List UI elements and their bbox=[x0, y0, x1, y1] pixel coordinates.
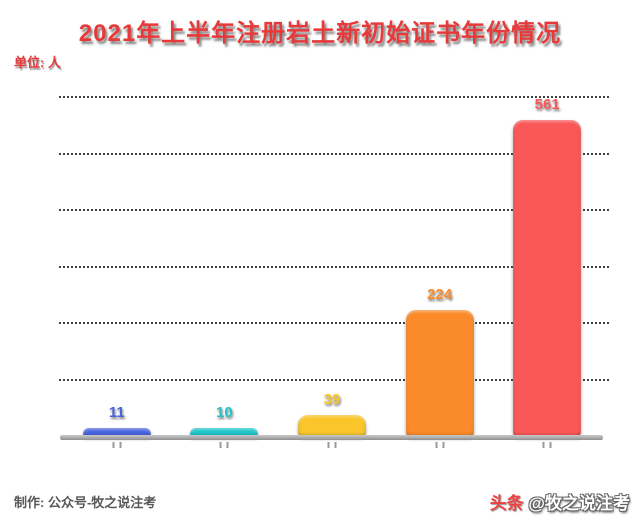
bar-chart: 11 10 39 224 561 bbox=[59, 96, 609, 437]
bar-value-label: 39 bbox=[323, 391, 341, 408]
bar-value-label: 10 bbox=[216, 404, 233, 421]
axis-tick bbox=[112, 442, 122, 448]
x-axis-line bbox=[60, 435, 603, 440]
credit-text: 制作: 公众号-牧之说注考 bbox=[14, 495, 157, 510]
bar-value-label: 224 bbox=[427, 286, 453, 304]
bar-value-label: 11 bbox=[108, 404, 125, 421]
bar bbox=[298, 415, 366, 437]
gridline bbox=[59, 209, 609, 211]
page-title: 2021年上半年注册岩土新初始证书年份情况 bbox=[78, 20, 562, 47]
gridline bbox=[59, 322, 609, 324]
bar bbox=[190, 428, 259, 437]
gridline bbox=[59, 265, 609, 268]
bar bbox=[405, 310, 474, 437]
gridline bbox=[59, 378, 609, 381]
gridline bbox=[59, 152, 609, 155]
bar bbox=[513, 120, 582, 437]
toutiao-brand-label: 头条 bbox=[489, 494, 524, 513]
axis-tick bbox=[327, 442, 337, 448]
axis-tick bbox=[219, 442, 229, 448]
bar-value-label: 561 bbox=[534, 96, 560, 113]
axis-tick bbox=[435, 442, 445, 448]
bar bbox=[82, 428, 151, 437]
watermark-handle: @牧之说注考 bbox=[528, 494, 630, 513]
gridline bbox=[59, 96, 609, 98]
unit-label: 单位: 人 bbox=[14, 55, 61, 70]
axis-tick bbox=[542, 442, 552, 448]
toutiao-watermark: 头条 @牧之说注考 bbox=[490, 489, 630, 514]
